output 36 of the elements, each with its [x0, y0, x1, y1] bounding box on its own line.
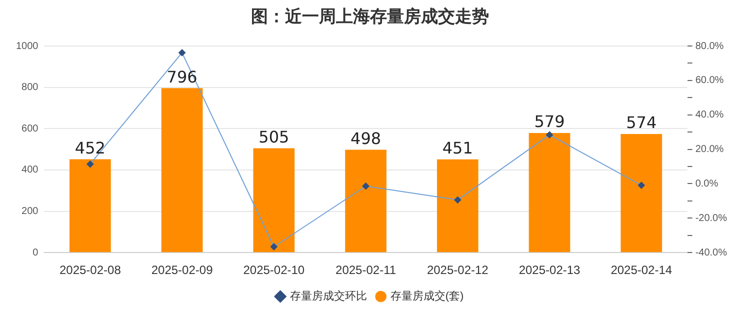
x-tick-label: 2025-02-10 [243, 263, 305, 278]
bar [528, 132, 570, 252]
y-tick-label: 600 [22, 123, 39, 134]
y-tick-label: 400 [22, 164, 39, 176]
y2-tick-label: -40.0% [695, 247, 728, 258]
y2-tick-label: 0.0% [695, 178, 718, 190]
y-tick-label: 200 [22, 206, 39, 218]
bar [620, 134, 662, 252]
y2-tick-label: 20.0% [695, 144, 724, 156]
y2-tick-label: 40.0% [695, 110, 724, 121]
bar [436, 159, 478, 252]
x-tick-label: 2025-02-09 [151, 263, 214, 278]
chart-title: 图：近一周上海存量房成交走势 [250, 6, 490, 29]
data-label: 451 [442, 138, 473, 158]
y-tick-label: 0 [32, 247, 39, 258]
bar [345, 150, 386, 252]
bar [253, 148, 295, 252]
data-label: 505 [258, 127, 290, 146]
bar [70, 159, 111, 252]
y-tick-label: 1000 [16, 40, 39, 52]
y-tick-label: 800 [22, 82, 39, 94]
x-tick-label: 2025-02-13 [518, 263, 581, 278]
data-label: 452 [74, 138, 106, 158]
x-tick-label: 2025-02-12 [426, 263, 489, 278]
y2-tick-label: 80.0% [695, 40, 724, 52]
legend-label: 存量房成交环比 [290, 290, 367, 303]
data-label: 579 [534, 112, 565, 132]
x-tick-label: 2025-02-11 [336, 263, 396, 278]
y2-tick-label: 60.0% [695, 75, 724, 86]
x-tick-label: 2025-02-08 [59, 263, 122, 278]
y2-tick-label: -20.0% [695, 212, 728, 224]
bar [161, 88, 203, 252]
data-label: 498 [350, 128, 382, 148]
data-label: 574 [626, 113, 657, 132]
legend-label: 存量房成交(套) [390, 290, 464, 303]
x-tick-label: 2025-02-14 [610, 263, 672, 278]
